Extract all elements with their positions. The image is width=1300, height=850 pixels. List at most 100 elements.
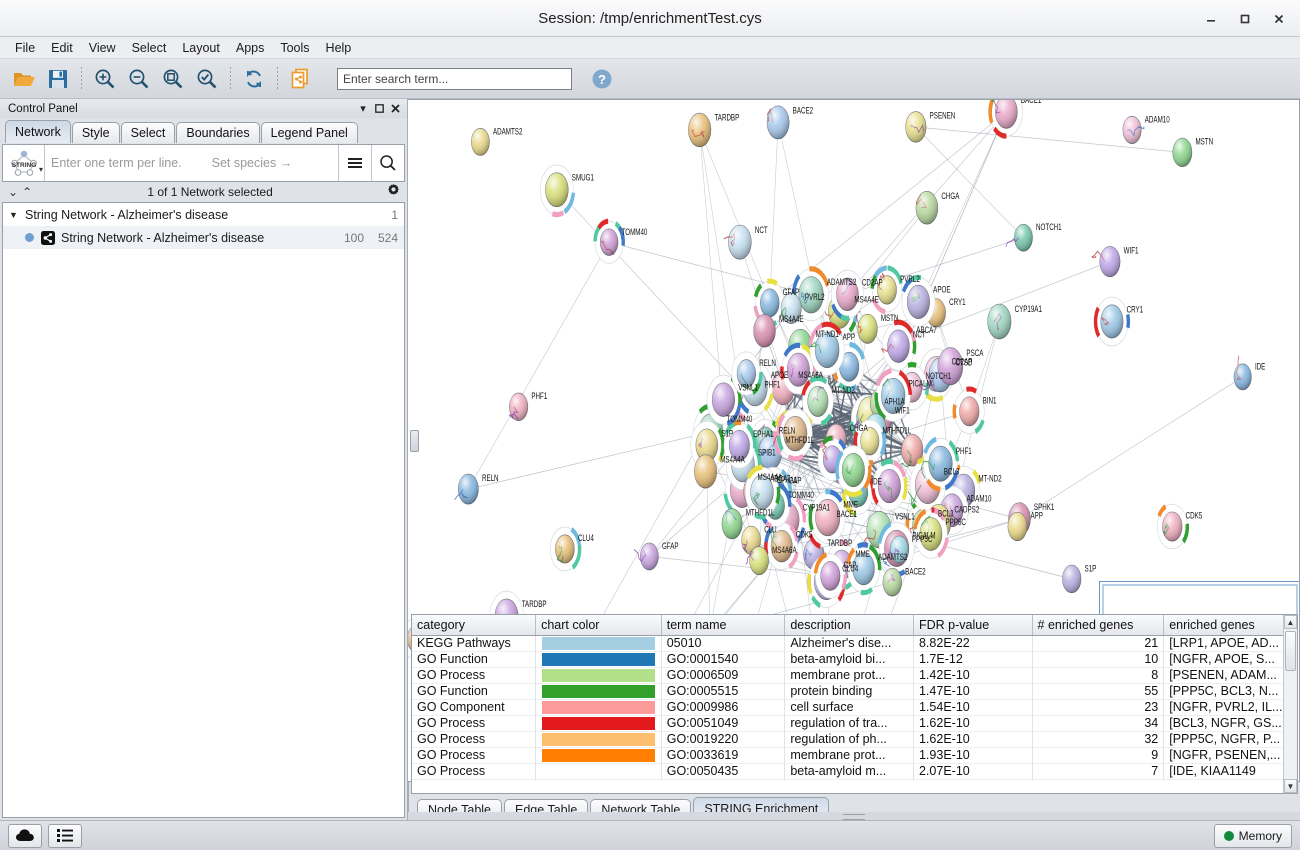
network-node[interactable] [853,419,886,466]
tab-select[interactable]: Select [120,122,176,143]
close-button[interactable] [1264,5,1294,33]
network-node[interactable] [706,374,742,427]
scroll-thumb[interactable] [1285,631,1296,671]
network-node[interactable] [921,436,960,492]
network-node[interactable] [508,392,529,421]
network-node[interactable] [1233,355,1252,391]
menu-help[interactable]: Help [325,40,352,55]
network-node[interactable] [846,542,882,596]
table-vertical-scrollbar[interactable]: ▲ ▼ [1283,615,1297,793]
network-node[interactable] [731,351,763,396]
network-node[interactable] [988,100,1023,139]
save-icon[interactable] [42,63,74,95]
string-logo-icon[interactable]: STRING ▾ [3,145,45,181]
network-node[interactable] [766,105,790,140]
network-node[interactable] [901,274,936,327]
table-row[interactable]: GO Process GO:0006509 membrane prot... 1.42… [412,667,1297,683]
column-header-term-name[interactable]: term name [661,615,786,636]
network-node[interactable] [721,508,743,540]
network-node[interactable] [1156,503,1190,550]
network-node[interactable] [870,265,903,315]
column-header-enriched-genes[interactable]: enriched genes [1163,615,1297,636]
hamburger-menu-icon[interactable] [338,145,371,181]
network-node[interactable] [871,459,908,512]
network-node[interactable] [830,269,864,321]
network-node[interactable] [889,535,909,564]
network-tree-item[interactable]: String Network - Alzheimer's disease 100… [3,226,404,249]
table-row[interactable]: GO Component GO:0009986 cell surface 1.54E-… [412,699,1297,715]
column-header-fdr-pvalue[interactable]: FDR p-value [913,615,1033,636]
network-node[interactable] [779,292,802,324]
network-node[interactable] [745,546,769,576]
network-node[interactable] [776,407,813,462]
panel-resize-handle[interactable] [410,429,419,452]
menu-file[interactable]: File [15,40,36,55]
column-header-chart-color[interactable]: chart color [535,615,662,636]
table-row[interactable]: GO Process GO:0051049 regulation of tra...… [412,715,1297,731]
cloud-icon[interactable] [8,823,42,848]
network-settings-gear-icon[interactable] [386,183,401,201]
network-node[interactable] [1007,512,1028,542]
table-row[interactable]: GO Function GO:0005515 protein binding 1.47… [412,683,1297,699]
zoom-fit-icon[interactable] [157,63,189,95]
maximize-button[interactable] [1230,5,1260,33]
export-network-icon[interactable] [285,63,317,95]
network-node[interactable] [688,112,712,148]
control-panel-dropdown-icon[interactable]: ▾ [360,103,366,115]
network-node[interactable] [633,542,659,571]
network-node[interactable] [471,128,490,156]
zoom-selected-icon[interactable] [191,63,223,95]
column-header-description[interactable]: description [784,615,914,636]
tab-network[interactable]: Network [5,120,71,143]
open-folder-icon[interactable] [8,63,40,95]
network-node[interactable] [593,218,625,264]
network-node[interactable] [915,191,939,225]
network-node[interactable] [808,321,845,376]
chevron-down-icon[interactable]: ▼ [9,209,18,220]
network-node[interactable] [745,464,781,520]
scroll-down-arrow[interactable]: ▼ [1284,779,1297,793]
table-row[interactable]: GO Process GO:0019220 regulation of ph... 1… [412,731,1297,747]
menu-layout[interactable]: Layout [182,40,220,55]
network-node[interactable] [549,526,582,572]
network-node[interactable] [1005,223,1033,252]
network-node[interactable] [1091,246,1121,278]
set-species-link[interactable]: Set species → [211,156,293,170]
network-node[interactable] [1062,564,1082,594]
table-row[interactable]: GO Process GO:0050435 beta-amyloid m... 2.0… [412,763,1297,779]
network-node[interactable] [780,342,817,395]
tab-boundaries[interactable]: Boundaries [176,122,260,143]
network-node[interactable] [900,433,924,468]
network-node[interactable] [880,319,917,371]
network-node[interactable] [723,224,752,260]
splitter-grip[interactable] [408,812,1300,820]
network-node[interactable] [723,420,757,469]
network-node[interactable] [801,375,834,427]
zoom-out-icon[interactable] [123,63,155,95]
network-node[interactable] [1122,115,1145,144]
network-node[interactable] [791,266,830,322]
network-node[interactable] [753,314,776,348]
network-node[interactable] [539,164,576,218]
network-node[interactable] [905,111,927,143]
zoom-in-icon[interactable] [89,63,121,95]
network-node[interactable] [454,473,479,505]
help-icon[interactable]: ? [586,63,618,95]
column-header-enriched-count[interactable]: # enriched genes [1032,615,1165,636]
control-panel-float-icon[interactable] [371,101,387,117]
network-node[interactable] [835,445,872,498]
enrichment-table-container[interactable]: category chart color term name descripti… [411,614,1298,794]
table-row[interactable]: KEGG Pathways 05010 Alzheimer's dise... 8.8… [412,635,1297,651]
network-node[interactable] [913,507,949,559]
scroll-up-arrow[interactable]: ▲ [1284,615,1297,629]
network-node[interactable] [874,368,913,422]
menu-tools[interactable]: Tools [280,40,310,55]
network-node[interactable] [808,489,846,545]
tab-style[interactable]: Style [71,122,120,143]
table-row[interactable]: GO Function GO:0001540 beta-amyloid bi... 1… [412,651,1297,667]
string-term-input[interactable]: Enter one term per line. Set species → [45,145,338,181]
network-node[interactable] [813,552,847,599]
refresh-icon[interactable] [238,63,270,95]
network-node[interactable] [952,386,985,435]
control-panel-close-icon[interactable] [387,101,403,117]
